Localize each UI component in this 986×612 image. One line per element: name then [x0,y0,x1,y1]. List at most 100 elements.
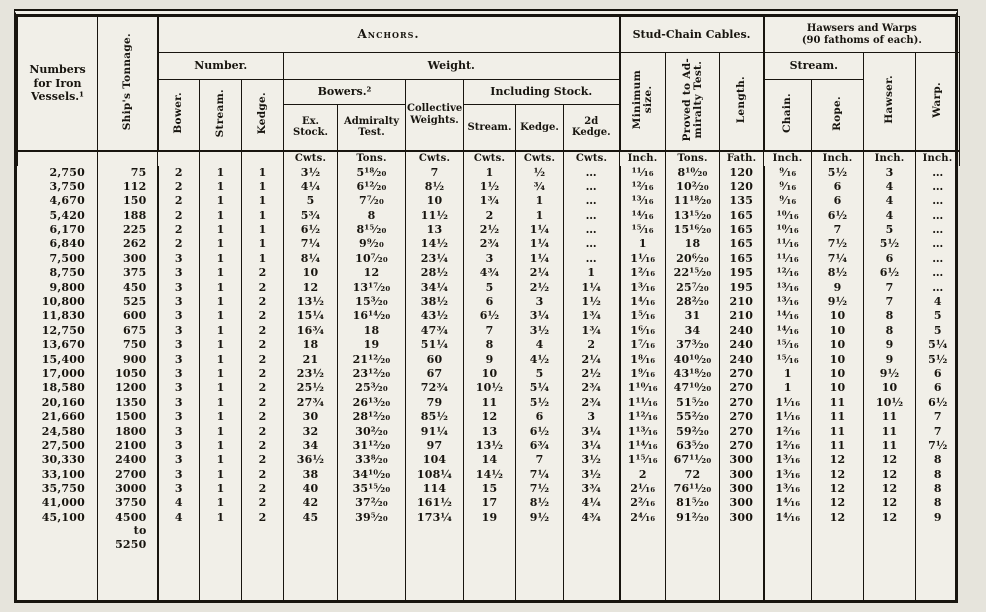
table-cell: 1²⁄₁₆ [618,266,666,281]
table-cell: 6 [863,251,916,267]
table-cell: 7¼ [283,237,338,252]
table-cell: 9⁹⁄₂₀ [337,237,406,252]
header-kedge-count: Kedge. [241,79,284,151]
table-cell: 1²⁄₁₆ [762,438,812,454]
table-cell: 47¾ [405,323,464,339]
table-cell: … [915,179,960,195]
table-cell: ¹⁵⁄₁₆ [762,338,812,353]
table-cell: 1²⁄₁₆ [762,424,812,439]
table-cell: 3 [156,482,200,497]
table-cell: ⁹⁄₁₆ [762,165,812,180]
table-row: 5,420 188 2 1 1 5¾ 8 11½ 2 1… ¹⁴⁄₁₆ 13¹⁵⁄₂₀ 165 ¹⁰⁄₁₆… [18,208,960,224]
table-cell: 21 [283,352,338,367]
table-cell: 112 [97,179,158,195]
table-cell: 1500 [97,410,158,425]
table-cell: 23¹²⁄₂₀ [337,366,406,382]
table-cell: 1 [199,179,242,195]
table-cell: 36½ [283,453,338,468]
table-cell: 1 [199,467,242,483]
table-cell: 16¾ [283,323,338,339]
table-cell: 8¼ [283,251,338,267]
table-cell: 23½ [283,366,338,382]
table-cell: 3,750 [49,179,85,193]
table-cell [283,551,338,600]
table-cell: 28¹²⁄₂₀ [337,410,406,425]
table-cell: 270 [719,424,764,439]
table-cell: ¹⁰⁄₁₆ [762,223,812,238]
table-cell: 240 [719,338,764,353]
table-cell: ¹¹⁄₁₆ [618,165,666,180]
table-cell: 9 [915,510,960,552]
table-cell: 120 [719,179,764,195]
table-cell: 19 [337,338,406,353]
table-cell: 6 [811,194,864,209]
table-cell: 2½ [515,280,564,296]
table-cell: 67¹¹⁄₂₀ [665,453,720,468]
table-cell: 34¼ [405,280,464,296]
table-cell [199,149,242,166]
table-cell: 67 [405,366,464,382]
table-cell: 3 [156,266,200,281]
table-cell: 5¹⁸⁄₂₀ [337,165,406,180]
table-cell [719,551,764,600]
table-cell: 165 [719,251,764,267]
table-cell: 17 [463,496,516,511]
table-cell: 39⁵⁄₂₀ [337,510,406,552]
header-numbers-for-iron-vessels: Numbers for Iron Vessels.¹ [17,16,98,151]
table-cell: 1½ [463,179,516,195]
table-cell: 14 [463,453,516,468]
table-row: 35,750 3000 3 1 2 40 35¹⁵⁄₂₀ 114 15 7½ 3¾ 2¹⁄₁₆ 76¹¹… [18,482,960,497]
table-cell: 59²⁄₂₀ [665,424,720,439]
table-cell: 2 [241,323,284,339]
header-hw-rope: Rope. [811,79,865,151]
table-cell: 2 [156,179,200,195]
table-cell: 7 [915,424,960,439]
header-hw-chain: Chain. [762,79,813,151]
table-cell: 1 [199,208,242,224]
table-cell: 2 [241,482,284,497]
table-cell: 4 [515,338,564,353]
header-including-stock-group: Including Stock. [462,79,621,105]
table-cell: 375 [97,266,158,281]
table-cell: 3 [515,295,564,310]
table-cell: 6½ [463,309,516,324]
table-cell: 188 [97,208,158,224]
header-warp: Warp. [915,52,961,151]
table-cell: 7¼ [515,467,564,483]
table-cell: 2¼ [562,352,620,367]
table-cell: 26¹³⁄₂₀ [337,395,406,411]
table-cell: 3½ [562,467,620,483]
table-cell: 1 [199,352,242,367]
table-cell: 25½ [283,381,338,396]
table-cell: 3 [156,395,200,411]
table-cell: 4¾ [562,510,620,552]
table-cell: 300 [719,496,764,511]
table-cell: 8 [337,208,406,224]
table-cell: 40¹⁰⁄₂₀ [665,352,720,367]
table-cell: 161½ [405,496,464,511]
table-cell: 18,580 [41,381,85,395]
table-cell: 1 [199,453,242,468]
table-cell: ¹²⁄₁₆ [762,266,812,281]
table-cell: 9,800 [49,280,85,294]
table-cell: 40 [283,482,338,497]
table-row: 8,750 375 3 1 2 10 12 28½ 4¾ 2¼ 1 1²⁄₁₆ 22¹⁵⁄₂₀ 195 ¹²… [18,266,960,281]
table-cell: 3 [156,438,200,454]
table-cell: 6½ [915,395,960,411]
table-cell: 11 [463,395,516,411]
table-cell: 15³⁄₂₀ [337,295,406,310]
table-row: 7,500 300 3 1 1 8¼ 10⁷⁄₂₀ 23¼ 3 1¼… 1¹⁄₁₆ 20⁶⁄₂₀ 165… [18,251,960,267]
table-cell: 1½ [562,295,620,310]
table-cell: 2½ [463,223,516,238]
table-cell: 2 [156,223,200,238]
table-cell: 34 [283,438,338,454]
table-cell: ¹¹⁄₁₆ [762,237,812,252]
table-cell: Cwts. [405,149,464,166]
table-cell: 13,670 [41,338,85,352]
table-cell: 10 [811,338,864,353]
table-cell: 7½ [915,438,960,454]
header-admiralty-test: Admiralty Test. [337,104,406,151]
table-cell: 165 [719,208,764,224]
table-cell: 12 [863,482,916,497]
table-cell: 15,400 [41,352,85,366]
